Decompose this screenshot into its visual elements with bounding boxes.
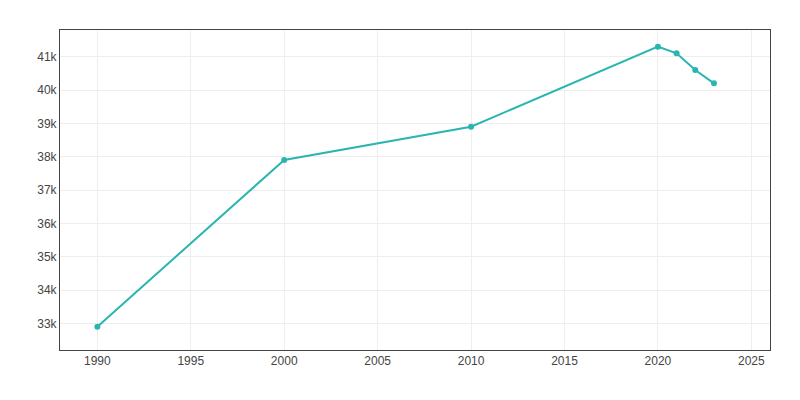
svg-text:1990: 1990 (84, 354, 111, 368)
svg-text:36k: 36k (37, 217, 57, 231)
svg-text:39k: 39k (37, 117, 57, 131)
svg-text:1995: 1995 (177, 354, 204, 368)
svg-text:41k: 41k (37, 50, 57, 64)
svg-text:35k: 35k (37, 250, 57, 264)
svg-text:37k: 37k (37, 183, 57, 197)
svg-text:2015: 2015 (551, 354, 578, 368)
svg-text:40k: 40k (37, 83, 57, 97)
svg-text:2025: 2025 (738, 354, 765, 368)
svg-text:34k: 34k (37, 283, 57, 297)
svg-text:33k: 33k (37, 317, 57, 331)
svg-text:38k: 38k (37, 150, 57, 164)
svg-text:2000: 2000 (271, 354, 298, 368)
svg-text:2005: 2005 (364, 354, 391, 368)
svg-text:2010: 2010 (458, 354, 485, 368)
svg-text:2020: 2020 (645, 354, 672, 368)
